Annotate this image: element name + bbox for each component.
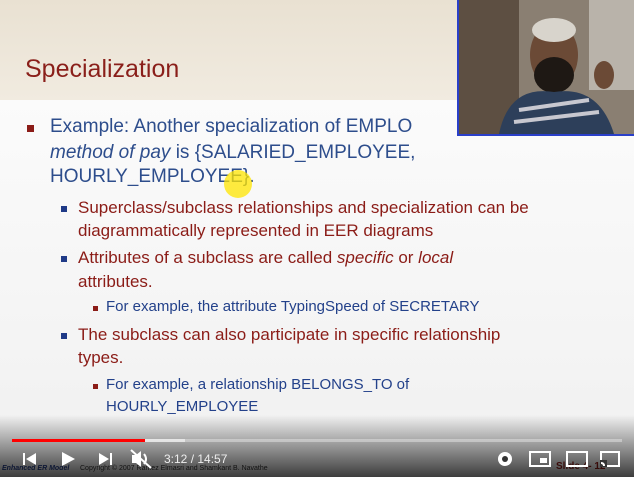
text-run: HOURLY_EMPLOYEE xyxy=(106,398,259,415)
bullet-text: attributes. xyxy=(78,271,153,293)
bullet xyxy=(93,384,98,389)
text-run: Superclass/subclass relationships and sp… xyxy=(78,198,529,217)
text-run: local xyxy=(418,248,454,267)
bullet xyxy=(61,256,67,262)
miniplayer-button[interactable] xyxy=(529,451,551,467)
bullet-text: Superclass/subclass relationships and sp… xyxy=(78,197,529,219)
next-button[interactable] xyxy=(99,453,112,465)
bullet-text: For example, the attribute TypingSpeed o… xyxy=(106,296,480,318)
bullet-text: method of pay is {SALARIED_EMPLOYEE, xyxy=(50,142,415,164)
text-run: attributes. xyxy=(78,272,153,291)
text-run: Example: Another specialization of EMPLO xyxy=(50,116,413,137)
cast-button[interactable] xyxy=(600,451,620,467)
settings-button[interactable] xyxy=(498,452,512,466)
text-run: Attributes of a subclass are called xyxy=(78,248,337,267)
player-controls xyxy=(0,415,634,477)
text-run: For example, a relationship BELONGS_TO o… xyxy=(106,376,410,393)
text-run: is {SALARIED_EMPLOYEE, xyxy=(170,142,416,163)
bullet-text: diagrammatically represented in EER diag… xyxy=(78,220,433,242)
bullet xyxy=(93,306,98,311)
play-button[interactable] xyxy=(62,452,75,466)
text-run: or xyxy=(393,248,419,267)
bullet-text: Attributes of a subclass are called spec… xyxy=(78,247,453,269)
webcam-overlay xyxy=(457,0,634,136)
theater-button[interactable] xyxy=(566,451,588,467)
bullet xyxy=(61,206,67,212)
text-run: For example, the attribute TypingSpeed o… xyxy=(106,298,480,315)
bullet-text: Example: Another specialization of EMPLO xyxy=(50,116,412,138)
cursor-highlight xyxy=(224,170,252,198)
previous-button[interactable] xyxy=(23,453,36,465)
bullet xyxy=(61,333,67,339)
bullet-text: For example, a relationship BELONGS_TO o… xyxy=(106,374,409,396)
text-run: diagrammatically represented in EER diag… xyxy=(78,221,434,240)
text-run: method of pay xyxy=(50,142,171,163)
text-run: specific xyxy=(336,248,394,267)
bullet-text: HOURLY_EMPLOYEE}. xyxy=(50,166,255,188)
bullet-text: types. xyxy=(78,347,123,369)
bullet-text: HOURLY_EMPLOYEE xyxy=(106,396,258,418)
time-display: 3:12 / 14:57 xyxy=(164,452,228,466)
slide-title: Specialization xyxy=(25,55,180,83)
bullet-text: The subclass can also participate in spe… xyxy=(78,324,500,346)
control-icons xyxy=(12,439,622,469)
played-bar xyxy=(12,439,145,442)
webcam-image xyxy=(459,0,634,134)
bullet xyxy=(27,125,34,132)
text-run: The subclass can also participate in spe… xyxy=(78,325,501,344)
progress-track[interactable] xyxy=(12,439,622,442)
text-run: HOURLY_EMPLOYEE}. xyxy=(50,166,255,187)
text-run: types. xyxy=(78,348,124,367)
slide-body xyxy=(0,100,634,477)
mute-button[interactable] xyxy=(130,449,152,469)
